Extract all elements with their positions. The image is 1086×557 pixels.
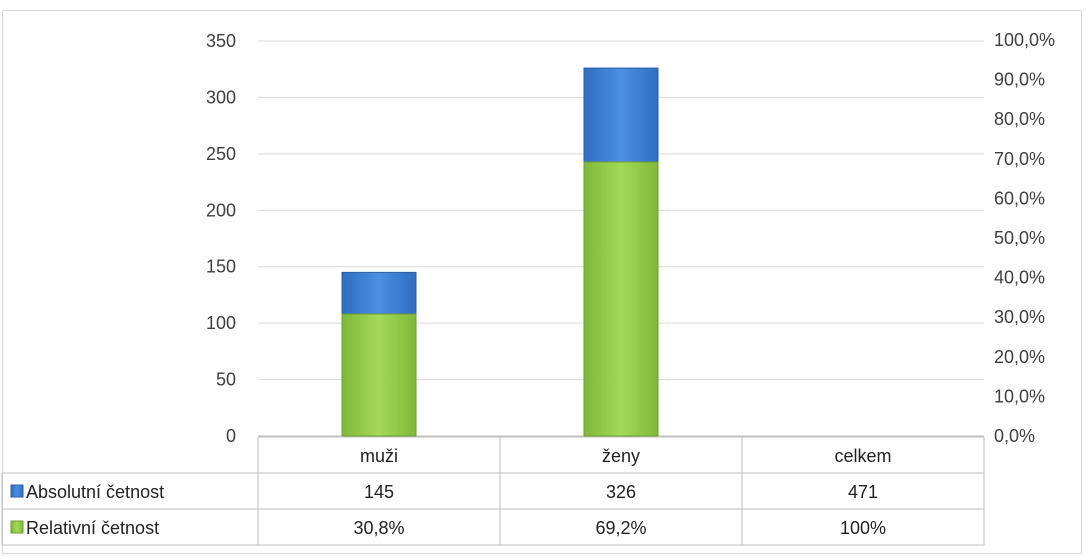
right-axis-tick-label: 40,0%	[994, 268, 1045, 288]
right-axis-tick-label: 90,0%	[994, 70, 1045, 90]
data-table-value: 100%	[840, 518, 886, 538]
series-name: Absolutní četnost	[26, 482, 164, 502]
left-axis-tick-label: 350	[206, 31, 236, 51]
left-axis-tick-label: 200	[206, 200, 236, 220]
category-label: ženy	[602, 446, 640, 466]
bar-relativni	[583, 161, 659, 437]
right-axis-tick-label: 30,0%	[994, 307, 1045, 327]
data-table-value: 30,8%	[353, 518, 404, 538]
right-axis-tick-label: 10,0%	[994, 386, 1045, 406]
category-label: celkem	[834, 446, 891, 466]
right-axis-tick-label: 80,0%	[994, 109, 1045, 129]
data-table-value: 145	[364, 482, 394, 502]
right-axis-tick-label: 50,0%	[994, 228, 1045, 248]
chart-frame	[2, 10, 1082, 554]
category-label: muži	[360, 446, 398, 466]
left-axis-tick-label: 100	[206, 313, 236, 333]
right-axis-tick-label: 70,0%	[994, 149, 1045, 169]
right-axis-tick-label: 20,0%	[994, 347, 1045, 367]
legend-swatch	[10, 484, 24, 498]
left-axis-tick-label: 250	[206, 144, 236, 164]
data-table-value: 69,2%	[595, 518, 646, 538]
left-axis-tick-label: 50	[216, 370, 236, 390]
left-axis-tick-label: 150	[206, 257, 236, 277]
series-name: Relativní četnost	[26, 518, 159, 538]
left-axis-tick-label: 0	[226, 426, 236, 446]
legend-swatch	[10, 520, 24, 534]
right-axis-tick-label: 60,0%	[994, 188, 1045, 208]
data-table-value: 326	[606, 482, 636, 502]
left-axis-tick-label: 300	[206, 87, 236, 107]
right-axis-tick-label: 0,0%	[994, 426, 1035, 446]
bar-relativni	[341, 313, 417, 437]
right-axis-tick-label: 100,0%	[994, 30, 1055, 50]
data-table-value: 471	[848, 482, 878, 502]
